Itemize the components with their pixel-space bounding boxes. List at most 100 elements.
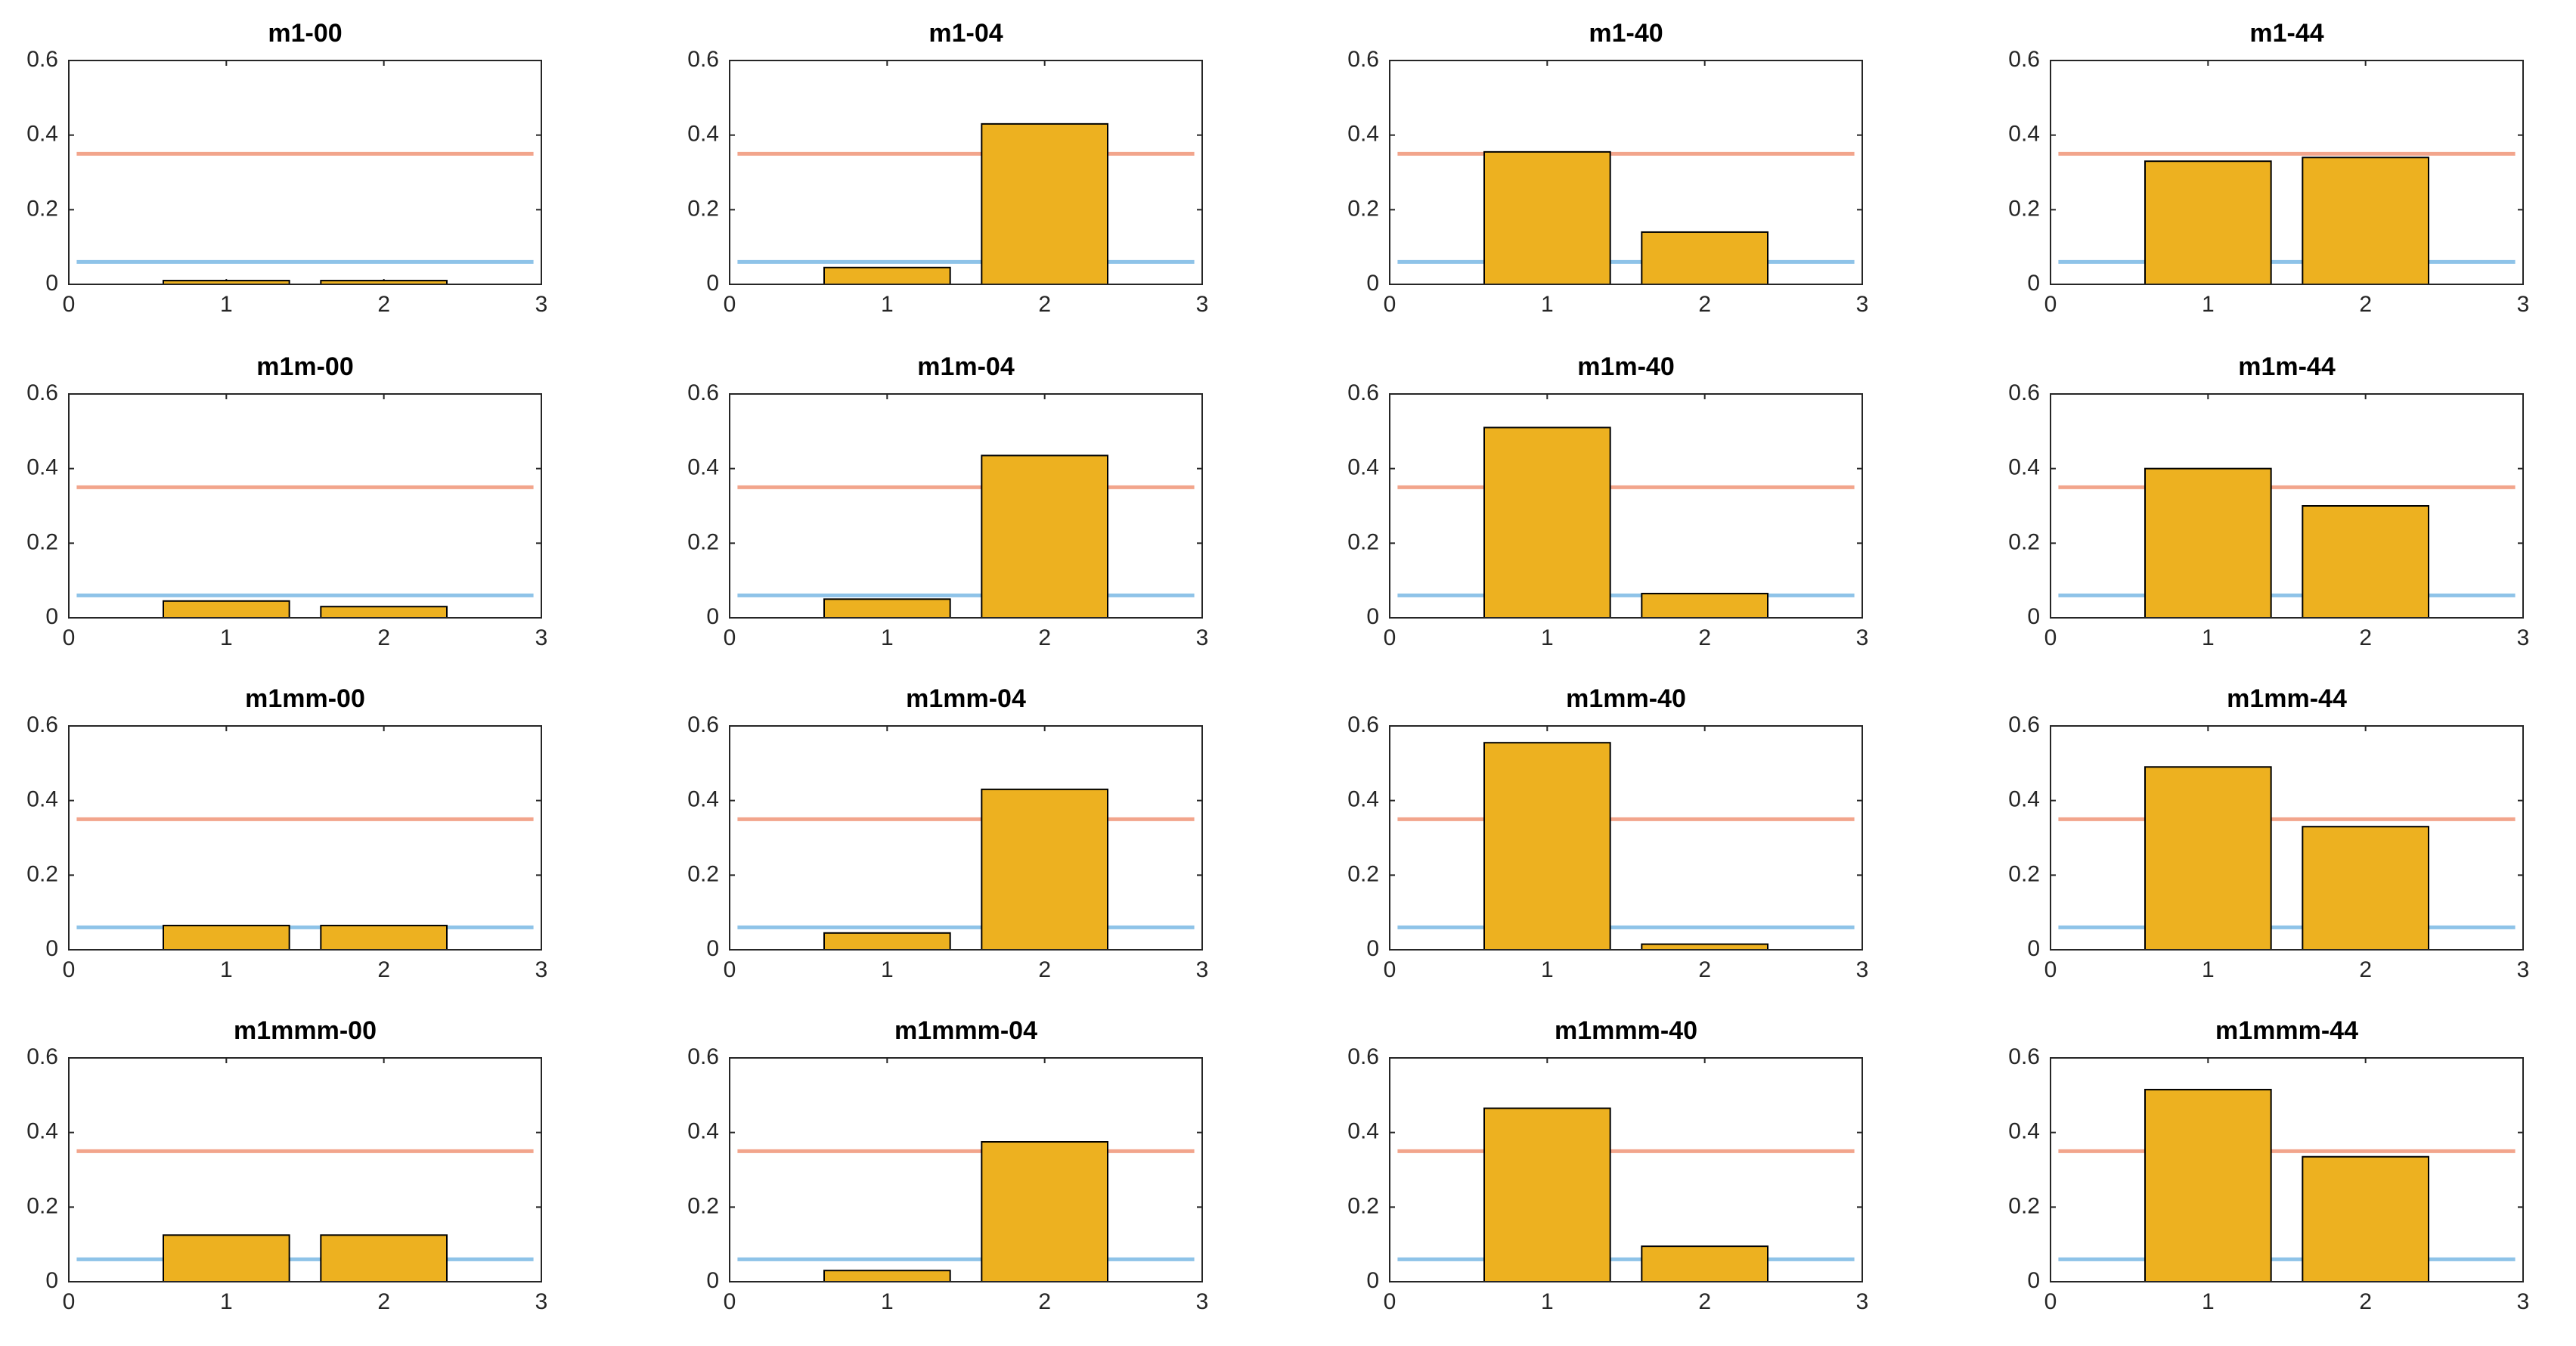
y-tick-label: 0.4 — [2008, 1119, 2040, 1144]
subplot: m1mm-44 0 0.2 0.4 0.6 0 1 2 3 — [2008, 684, 2529, 982]
subplot-title: m1mm-04 — [906, 684, 1026, 713]
x-tick-label: 3 — [2517, 625, 2530, 650]
y-tick-label: 0.6 — [2008, 1044, 2040, 1069]
y-tick-label: 0 — [2027, 271, 2040, 296]
subplot-title: m1m-44 — [2238, 352, 2336, 381]
y-tick-label: 0.6 — [2008, 712, 2040, 737]
bar — [1483, 742, 1611, 951]
y-tick-label: 0 — [45, 271, 58, 296]
x-tick-label: 3 — [2517, 1289, 2530, 1314]
axes-box — [729, 1057, 1203, 1282]
x-tick-label: 1 — [881, 1289, 894, 1314]
subplot-title: m1mmm-44 — [2215, 1016, 2358, 1045]
x-tick-label: 2 — [1698, 625, 1711, 650]
subplot: m1-04 0 0.2 0.4 0.6 0 1 2 3 — [687, 19, 1208, 317]
axes-box — [2050, 725, 2524, 951]
plot-area — [730, 726, 1202, 950]
y-tick-label: 0.4 — [26, 122, 58, 147]
x-tick-label: 0 — [63, 957, 76, 982]
x-tick-label: 2 — [2359, 1289, 2372, 1314]
y-tick-label: 0 — [45, 936, 58, 961]
y-tick-label: 0.4 — [687, 455, 719, 480]
subplot-title: m1m-04 — [917, 352, 1015, 381]
x-tick-label: 3 — [2517, 957, 2530, 982]
y-tick-label: 0.6 — [2008, 47, 2040, 72]
x-tick-label: 3 — [1856, 1289, 1869, 1314]
subplot: m1-00 0 0.2 0.4 0.6 0 1 2 3 — [26, 19, 547, 317]
y-tick-label: 0.2 — [2008, 196, 2040, 221]
subplot-title: m1m-40 — [1577, 352, 1675, 381]
bar — [823, 266, 951, 285]
y-tick-label: 0.2 — [1347, 1193, 1379, 1218]
x-tick-label: 0 — [1384, 1289, 1396, 1314]
y-tick-label: 0.2 — [26, 196, 58, 221]
y-tick-label: 0.2 — [26, 529, 58, 554]
axes-box — [68, 393, 542, 619]
y-tick-label: 0 — [1366, 271, 1379, 296]
y-tick-label: 0.4 — [687, 122, 719, 147]
subplot: m1m-40 0 0.2 0.4 0.6 0 1 2 3 — [1347, 352, 1868, 650]
plot-area — [730, 60, 1202, 284]
x-tick-label: 0 — [2044, 1289, 2057, 1314]
y-tick-label: 0 — [2027, 1268, 2040, 1293]
axes-box — [1389, 60, 1863, 285]
plot-area — [1390, 1058, 1862, 1282]
bar — [823, 932, 951, 951]
y-tick-label: 0 — [706, 1268, 719, 1293]
subplot: m1mm-04 0 0.2 0.4 0.6 0 1 2 3 — [687, 684, 1208, 982]
y-tick-label: 0 — [1366, 604, 1379, 629]
bar — [2302, 1155, 2429, 1282]
x-tick-label: 2 — [1698, 292, 1711, 317]
x-tick-label: 0 — [2044, 957, 2057, 982]
x-tick-label: 0 — [724, 957, 736, 982]
x-tick-label: 2 — [377, 292, 390, 317]
x-tick-label: 1 — [881, 292, 894, 317]
axes-box — [729, 725, 1203, 951]
x-tick-label: 3 — [535, 292, 548, 317]
axes-box — [2050, 393, 2524, 619]
y-tick-label: 0.2 — [1347, 861, 1379, 886]
x-tick-label: 1 — [1541, 292, 1554, 317]
y-tick-label: 0.4 — [2008, 455, 2040, 480]
y-tick-label: 0.2 — [687, 1193, 719, 1218]
y-tick-label: 0.6 — [26, 380, 58, 405]
plot-area — [69, 394, 541, 618]
plot-area — [2051, 394, 2523, 618]
x-tick-label: 0 — [724, 292, 736, 317]
y-tick-label: 0.4 — [2008, 122, 2040, 147]
axes-box — [68, 1057, 542, 1282]
x-tick-label: 3 — [1196, 1289, 1209, 1314]
y-tick-label: 0 — [1366, 936, 1379, 961]
x-tick-label: 2 — [1698, 957, 1711, 982]
bar — [163, 924, 290, 951]
y-tick-label: 0 — [45, 604, 58, 629]
y-tick-label: 0 — [706, 604, 719, 629]
x-tick-label: 1 — [220, 1289, 233, 1314]
subplot: m1m-44 0 0.2 0.4 0.6 0 1 2 3 — [2008, 352, 2529, 650]
bar — [1641, 943, 1768, 951]
plot-area — [2051, 60, 2523, 284]
y-tick-label: 0.2 — [687, 529, 719, 554]
x-tick-label: 2 — [377, 625, 390, 650]
y-tick-label: 0.6 — [26, 47, 58, 72]
plot-area — [69, 1058, 541, 1282]
x-tick-label: 3 — [535, 1289, 548, 1314]
y-tick-label: 0.6 — [687, 47, 719, 72]
bar — [320, 606, 448, 619]
x-tick-label: 1 — [2202, 625, 2215, 650]
x-tick-label: 3 — [1856, 957, 1869, 982]
x-tick-label: 1 — [220, 625, 233, 650]
y-tick-label: 0.6 — [26, 712, 58, 737]
bar — [823, 598, 951, 619]
x-tick-label: 3 — [535, 957, 548, 982]
x-tick-label: 0 — [63, 1289, 76, 1314]
plot-area — [69, 726, 541, 950]
x-tick-label: 1 — [881, 957, 894, 982]
y-tick-label: 0.6 — [687, 712, 719, 737]
y-tick-label: 0.6 — [1347, 1044, 1379, 1069]
plot-area — [2051, 726, 2523, 950]
x-tick-label: 2 — [1038, 625, 1051, 650]
bar — [981, 454, 1109, 619]
y-tick-label: 0 — [2027, 604, 2040, 629]
bar — [1641, 1245, 1768, 1282]
